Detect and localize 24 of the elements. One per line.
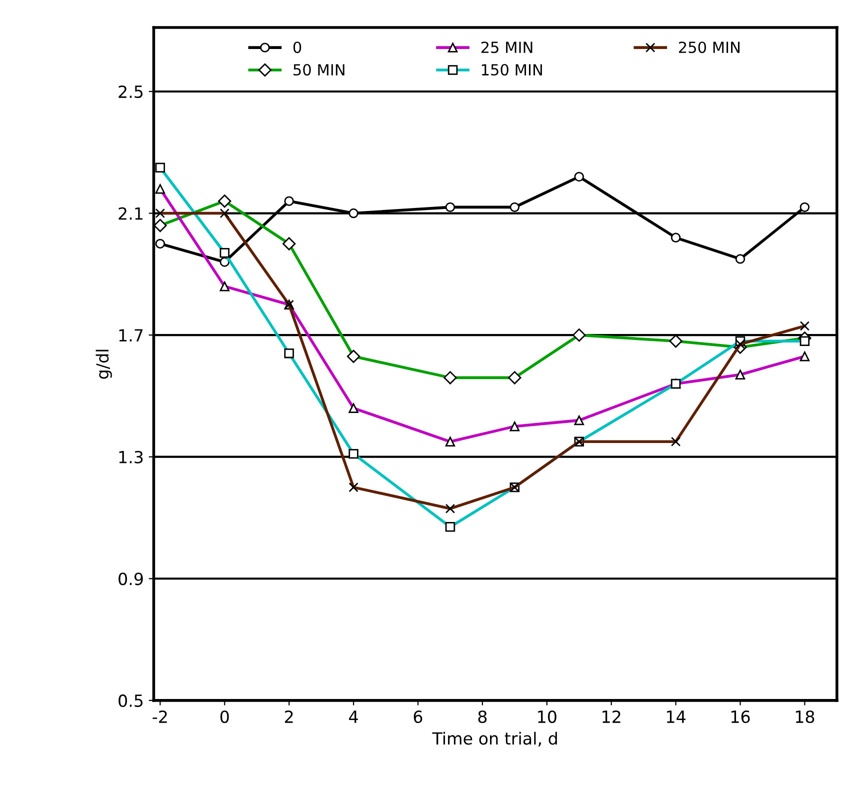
x-tick-label: 16	[731, 710, 750, 724]
legend-label: 150 MIN	[482, 64, 542, 76]
x-tick-label: 12	[602, 710, 620, 723]
x-tick-label: -2	[152, 710, 167, 723]
legend-label: 25 MIN	[481, 42, 532, 54]
y-axis-title: g/dl	[96, 350, 112, 379]
y-tick-label: 1.3	[119, 450, 143, 464]
legend-label: 0	[293, 42, 302, 54]
x-axis-title: Time on trial, d	[432, 732, 557, 746]
x-tick-label: 14	[667, 710, 686, 723]
x-tick-label: 4	[349, 710, 358, 723]
legend-label: 250 MIN	[678, 42, 740, 54]
x-tick-label: 2	[284, 710, 293, 723]
y-tick-label: 0.9	[118, 572, 143, 586]
y-tick-label: 1.7	[119, 329, 143, 342]
x-tick-label: 6	[414, 710, 422, 724]
y-tick-label: 2.5	[118, 85, 143, 98]
y-tick-label: 0.5	[118, 694, 143, 707]
x-tick-label: 10	[538, 710, 556, 724]
x-tick-label: 0	[220, 710, 229, 724]
legend-label: 50 MIN	[294, 64, 344, 76]
y-tick-label: 2.1	[118, 207, 142, 220]
x-tick-label: 8	[478, 710, 487, 724]
x-tick-label: 18	[796, 710, 814, 724]
